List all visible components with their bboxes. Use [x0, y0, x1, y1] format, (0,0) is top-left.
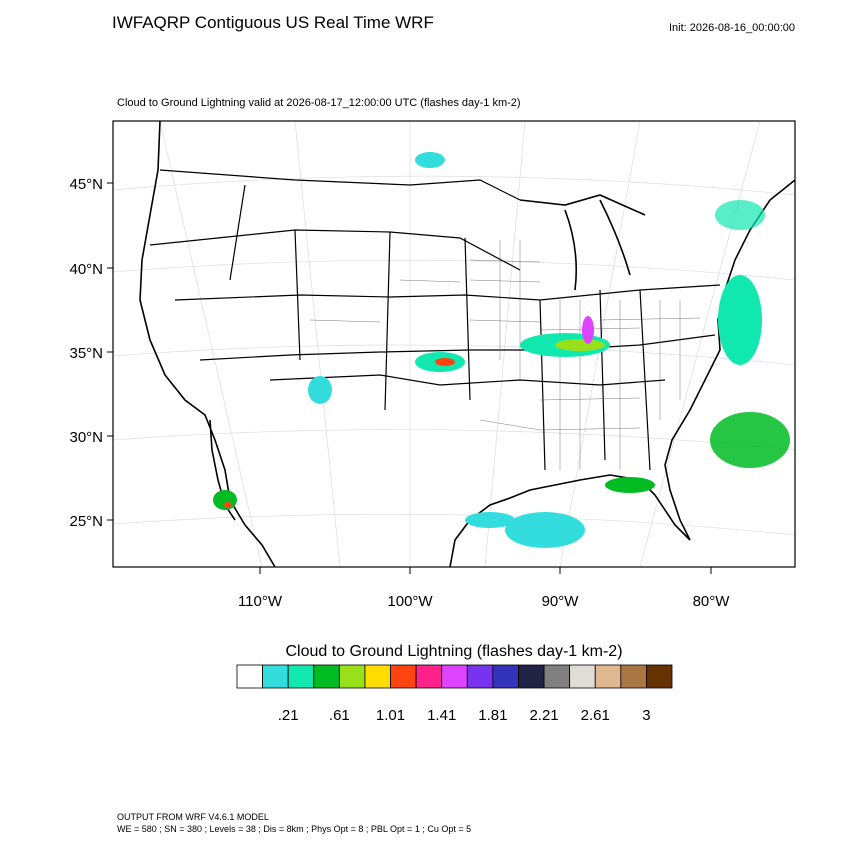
lon-label: 100°W — [387, 593, 433, 610]
colorbar-label: 1.81 — [478, 707, 507, 724]
lat-label: 45°N — [69, 176, 103, 193]
colorbar-label: 2.21 — [529, 707, 558, 724]
colorbar-swatch — [466, 664, 494, 689]
colorbar-swatch — [287, 664, 315, 689]
colorbar-label: 2.61 — [581, 707, 610, 724]
colorbar-swatch — [236, 664, 263, 689]
footer-line: OUTPUT FROM WRF V4.6.1 MODEL — [117, 812, 269, 822]
colorbar-label: 1.41 — [427, 707, 456, 724]
colorbar-swatch — [594, 664, 622, 689]
map-subtitle: Cloud to Ground Lightning valid at 2026-… — [117, 97, 521, 109]
colorbar-label: 3 — [642, 707, 650, 724]
colorbar: .21 .61 1.01 1.41 1.81 2.21 2.61 3 — [236, 664, 673, 724]
lat-label: 30°N — [69, 429, 103, 446]
colorbar-label: 1.01 — [376, 707, 405, 724]
title: IWFAQRP Contiguous US Real Time WRF — [112, 13, 434, 32]
colorbar-label: .61 — [329, 707, 350, 724]
colorbar-swatch — [262, 664, 289, 689]
colorbar-swatch — [390, 664, 417, 689]
lat-label: 35°N — [69, 345, 103, 362]
colorbar-title: Cloud to Ground Lightning (flashes day-1… — [285, 643, 622, 660]
footer-line: WE = 580 ; SN = 380 ; Levels = 38 ; Dis … — [117, 824, 471, 834]
map — [112, 120, 796, 568]
colorbar-swatch — [518, 664, 545, 689]
lon-label: 110°W — [238, 593, 283, 610]
colorbar-swatch — [441, 664, 468, 689]
map-frame — [112, 120, 796, 568]
state-lines — [149, 169, 721, 471]
colorbar-swatch — [313, 664, 340, 689]
colorbar-label: .21 — [278, 707, 299, 724]
colorbar-swatch — [492, 664, 519, 689]
lon-labels: 110°W 100°W 90°W 80°W — [238, 567, 730, 610]
colorbar-swatch — [646, 664, 673, 689]
colorbar-swatch — [620, 664, 647, 689]
colorbar-swatch — [364, 664, 391, 689]
lon-label: 90°W — [542, 593, 580, 610]
lat-labels: 45°N 40°N 35°N 30°N 25°N — [69, 176, 113, 530]
graticule — [113, 121, 795, 567]
lat-label: 25°N — [69, 513, 103, 530]
lat-label: 40°N — [69, 261, 103, 278]
colorbar-swatch — [338, 664, 366, 689]
init-time: Init: 2026-08-16_00:00:00 — [669, 22, 795, 34]
colorbar-swatch — [569, 664, 596, 689]
colorbar-swatch — [543, 664, 571, 689]
lon-label: 80°W — [693, 593, 731, 610]
colorbar-swatch — [415, 664, 443, 689]
lightning-areas — [213, 152, 790, 548]
